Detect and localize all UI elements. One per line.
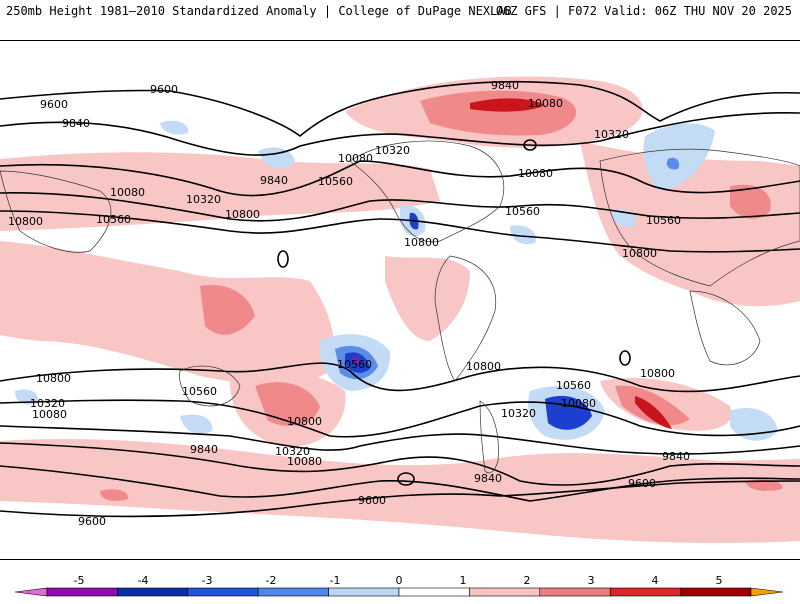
contour-label: 10320	[186, 193, 221, 206]
contour-label: 10560	[337, 358, 372, 371]
contour-label: 9840	[662, 450, 690, 463]
contour-label: 10560	[182, 385, 217, 398]
contour-label: 10560	[96, 213, 131, 226]
colorbar-segment	[469, 587, 541, 597]
colorbar-svg: -5 -4 -3 -2 -1 0 1 2 3 4 5	[14, 574, 784, 597]
colorbar-segment	[750, 587, 784, 597]
contour-label: 10320	[375, 144, 410, 157]
contour-label: 9840	[190, 443, 218, 456]
contour-label: 9600	[150, 83, 178, 96]
contour-label: 10560	[646, 214, 681, 227]
colorbar-segments	[14, 587, 784, 597]
contour-label: 10080	[528, 97, 563, 110]
contour-labels: 9600 9600 9840 9840 10080 10320 10080 10…	[8, 79, 690, 528]
colorbar-segment	[609, 587, 681, 597]
contour-label: 10800	[8, 215, 43, 228]
contour-label: 9600	[628, 477, 656, 490]
colorbar-ticks: -5 -4 -3 -2 -1 0 1 2 3 4 5	[74, 574, 723, 587]
contour-label: 10080	[518, 167, 553, 180]
contour-label: 10800	[36, 372, 71, 385]
contour-label: 10320	[275, 445, 310, 458]
contour-label: 10080	[287, 455, 322, 468]
colorbar-tick: 4	[652, 574, 659, 587]
colorbar-segment	[539, 587, 611, 597]
contour-label: 9600	[358, 494, 386, 507]
contour-label: 9600	[40, 98, 68, 111]
colorbar-segment	[46, 587, 118, 597]
colorbar-segment	[680, 587, 752, 597]
colorbar: -5 -4 -3 -2 -1 0 1 2 3 4 5	[0, 566, 800, 600]
colorbar-tick: 5	[716, 574, 723, 587]
contour-label: 9840	[62, 117, 90, 130]
contour-label: 10800	[622, 247, 657, 260]
colorbar-tick: -3	[202, 574, 213, 587]
contour-label: 10320	[30, 397, 65, 410]
colorbar-segment	[187, 587, 259, 597]
colorbar-tick: 1	[460, 574, 467, 587]
colorbar-tick: -2	[266, 574, 277, 587]
contour-label: 9600	[78, 515, 106, 528]
contour-label: 9840	[474, 472, 502, 485]
contour-label: 10800	[466, 360, 501, 373]
map-svg: 9600 9600 9840 9840 10080 10320 10080 10…	[0, 76, 800, 543]
colorbar-tick: 0	[396, 574, 403, 587]
contour-label: 10560	[505, 205, 540, 218]
land-outlines	[0, 140, 800, 474]
colorbar-tick: -1	[330, 574, 341, 587]
colorbar-segment	[117, 587, 189, 597]
contour-label: 10800	[287, 415, 322, 428]
positive-anomaly-shading	[0, 76, 800, 543]
contour-label: 10320	[501, 407, 536, 420]
anomaly-map[interactable]: 9600 9600 9840 9840 10080 10320 10080 10…	[0, 40, 800, 560]
contour-label: 10080	[561, 397, 596, 410]
model-run-info: 06Z GFS | F072 Valid: 06Z THU NOV 20 202…	[495, 4, 792, 18]
contour-label: 10080	[338, 152, 373, 165]
colorbar-segment	[328, 587, 400, 597]
contour-label: 10080	[110, 186, 145, 199]
colorbar-tick: -5	[74, 574, 85, 587]
colorbar-segment	[398, 587, 470, 597]
contour-label: 9840	[260, 174, 288, 187]
colorbar-tick: -4	[138, 574, 149, 587]
colorbar-segment	[14, 587, 48, 597]
contour-label: 10080	[32, 408, 67, 421]
colorbar-tick: 3	[588, 574, 595, 587]
contour-label: 9840	[491, 79, 519, 92]
contour-label: 10800	[640, 367, 675, 380]
contour-label: 10560	[556, 379, 591, 392]
contour-label: 10320	[594, 128, 629, 141]
colorbar-tick: 2	[524, 574, 531, 587]
contour-label: 10560	[318, 175, 353, 188]
height-contours	[0, 80, 800, 518]
contour-label: 10800	[404, 236, 439, 249]
map-title: 250mb Height 1981–2010 Standardized Anom…	[6, 4, 512, 18]
colorbar-segment	[257, 587, 329, 597]
contour-label: 10800	[225, 208, 260, 221]
